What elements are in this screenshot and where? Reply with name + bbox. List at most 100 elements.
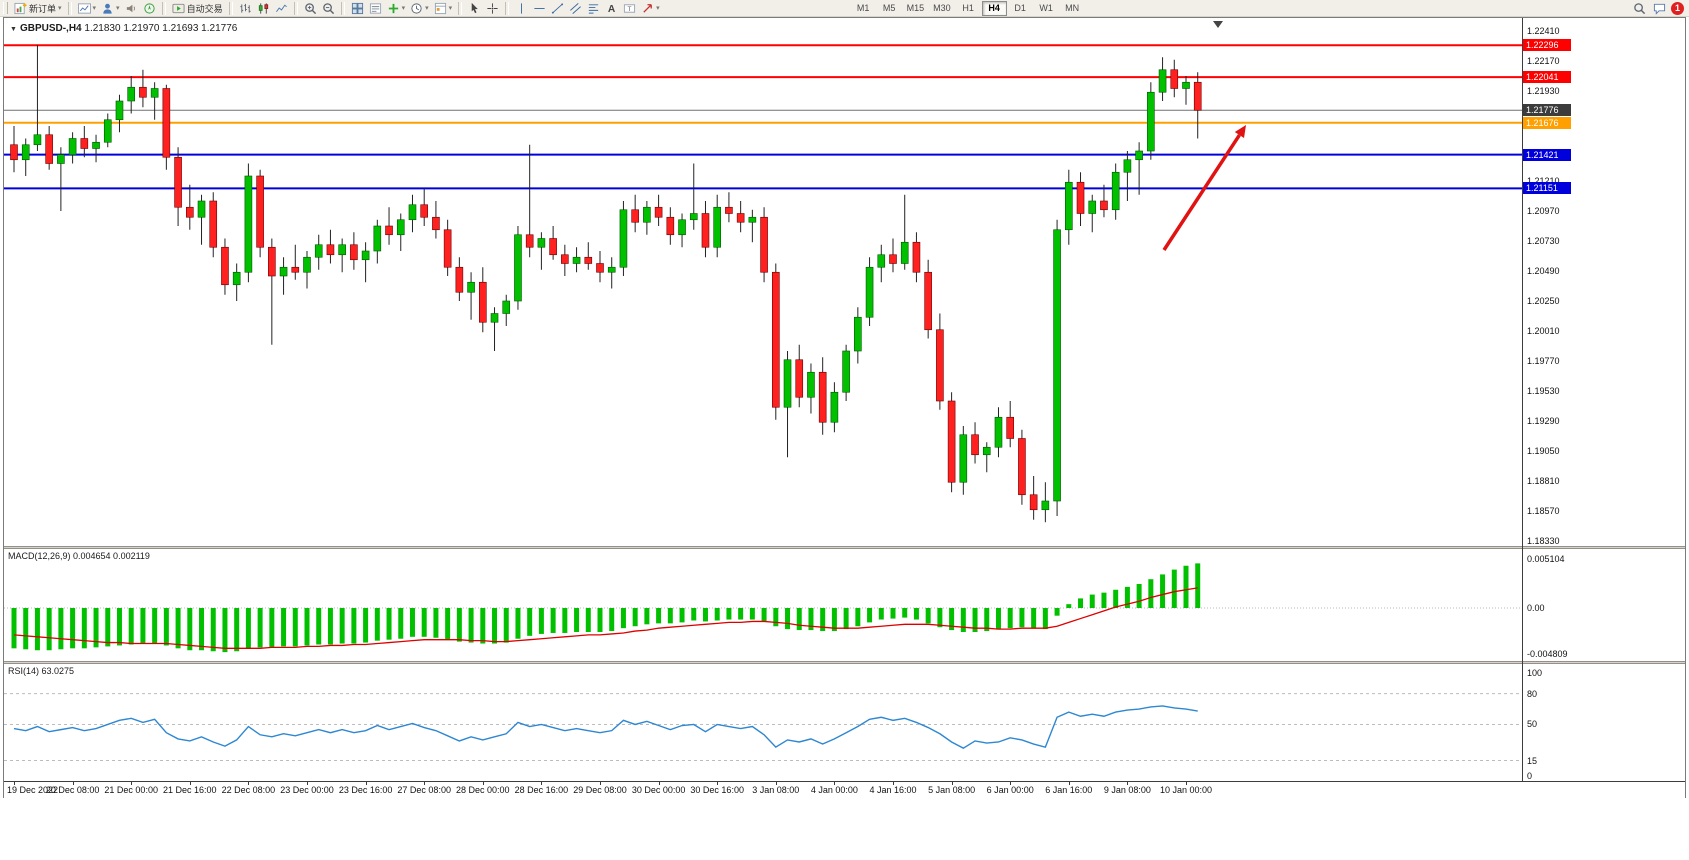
candle <box>1182 76 1190 105</box>
main-toolbar: 新订单 ▾ ▾ ▾ 自动交易 <box>0 0 1689 17</box>
macd-panel-plot[interactable] <box>4 549 1522 661</box>
candle <box>45 126 53 170</box>
notification-badge[interactable]: 1 <box>1671 1 1684 15</box>
crosshair-button[interactable] <box>484 1 501 16</box>
timeframe-m30-button[interactable]: M30 <box>933 2 951 13</box>
candle <box>678 213 686 248</box>
candle <box>525 144 534 258</box>
timeframe-h4-button[interactable]: H4 <box>981 0 1007 16</box>
candle <box>33 44 42 151</box>
candle <box>467 272 475 320</box>
timeframe-h1-button[interactable]: H1 <box>962 2 974 13</box>
price-line-tag[interactable]: 1.21151 <box>1523 182 1571 195</box>
navigator-button[interactable] <box>141 1 158 16</box>
candle <box>80 126 89 158</box>
tile-windows-button[interactable] <box>349 1 366 16</box>
channel-button[interactable] <box>567 1 584 16</box>
candle <box>150 82 159 120</box>
price-line-tag[interactable]: 1.22296 <box>1523 39 1571 52</box>
timeframe-m15-button[interactable]: M15 <box>906 2 925 13</box>
new-chart-button[interactable]: ▾ <box>76 1 99 16</box>
market-watch-button[interactable] <box>123 1 140 16</box>
rsi-line <box>13 705 1198 749</box>
candle <box>994 407 1003 458</box>
search-button[interactable] <box>1631 1 1648 16</box>
timeframe-m1-button[interactable]: M1 <box>856 2 870 13</box>
candle <box>1018 429 1026 505</box>
panel-splitter[interactable] <box>4 661 1685 664</box>
zoom-in-button[interactable] <box>302 1 319 16</box>
time-tick <box>189 782 191 785</box>
timeframe-d1-button[interactable]: D1 <box>1014 2 1026 13</box>
trend-arrow[interactable] <box>1162 125 1246 251</box>
price-axis[interactable]: 1.22410 1.22170 1.21930 1.21210 1.20970 1.207… <box>1522 18 1686 781</box>
time-label: 6 Jan 00:00 <box>986 785 1034 795</box>
candle <box>666 207 675 245</box>
candle <box>57 147 65 211</box>
line-chart-icon <box>275 4 287 12</box>
new-order-icon <box>14 2 27 14</box>
toolbar-separator <box>458 1 463 15</box>
bar-chart-button[interactable] <box>237 1 254 16</box>
timeframe-w1-button[interactable]: W1 <box>1039 2 1053 13</box>
timeframe-toolbar: M1 M5 M15 M30 H1 H4 D1 W1 MN <box>851 0 1085 16</box>
time-label: 22 Dec 08:00 <box>221 785 276 795</box>
chart-shift-marker[interactable] <box>1213 21 1223 28</box>
chevron-down-icon: ▾ <box>425 4 429 12</box>
indicators-button[interactable]: ▾ <box>385 1 408 16</box>
timeframe-m5-button[interactable]: M5 <box>882 2 896 13</box>
fibonacci-button[interactable] <box>585 1 602 16</box>
candle <box>572 247 581 273</box>
line-chart-button[interactable] <box>273 1 290 16</box>
candle <box>982 442 991 473</box>
fibonacci-icon <box>588 3 599 14</box>
text-button[interactable]: A <box>603 1 620 16</box>
candle <box>21 138 30 176</box>
main-chart-plot[interactable] <box>4 18 1522 546</box>
price-tick: 1.18570 <box>1527 506 1560 516</box>
candle <box>889 238 897 273</box>
arrows-button[interactable]: ▾ <box>639 1 662 16</box>
price-line-tag[interactable]: 1.22041 <box>1523 71 1571 84</box>
candle <box>338 238 346 273</box>
symbol-timeframe-label: GBPUSD-,H4 <box>19 23 82 34</box>
periods-button[interactable]: ▾ <box>408 1 431 16</box>
time-tick <box>951 782 953 785</box>
candle <box>912 232 921 283</box>
candle <box>174 147 182 226</box>
candle <box>877 244 886 283</box>
candle <box>900 194 909 270</box>
toolbar-separator <box>505 1 510 15</box>
zoom-out-button[interactable] <box>320 1 337 16</box>
candle <box>92 134 100 163</box>
candle <box>584 242 593 270</box>
time-axis[interactable]: 19 Dec 2022 20 Dec 08:00 21 Dec 00:00 21 De… <box>4 781 1685 798</box>
new-order-button[interactable]: 新订单 ▾ <box>12 1 64 16</box>
horizontal-line-icon <box>534 7 545 9</box>
templates-button[interactable]: ▾ <box>432 1 455 16</box>
search-icon <box>1634 2 1646 14</box>
vertical-line-button[interactable] <box>513 1 530 16</box>
time-label: 30 Dec 00:00 <box>631 785 686 795</box>
profiles-button[interactable]: ▾ <box>99 1 122 16</box>
candle <box>643 201 651 235</box>
candle <box>971 422 979 464</box>
timeframe-mn-button[interactable]: MN <box>1065 2 1080 13</box>
toolbar-grip[interactable] <box>3 2 8 14</box>
trendline-button[interactable] <box>549 1 566 16</box>
cursor-button[interactable] <box>466 1 483 16</box>
text-label-button[interactable]: T <box>621 1 638 16</box>
price-line-tag[interactable]: 1.21776 <box>1523 104 1571 117</box>
candlestick-chart-button[interactable] <box>255 1 272 16</box>
rsi-axis-label: 0 <box>1527 770 1533 781</box>
horizontal-line-button[interactable] <box>531 1 548 16</box>
candle <box>268 238 276 345</box>
autotrading-button[interactable]: 自动交易 <box>170 1 225 16</box>
time-label: 23 Dec 16:00 <box>338 785 393 795</box>
data-window-button[interactable] <box>367 1 384 16</box>
rsi-panel-plot[interactable] <box>4 664 1522 780</box>
price-line-tag[interactable]: 1.21421 <box>1523 148 1571 161</box>
panel-splitter[interactable] <box>4 546 1685 549</box>
chat-button[interactable] <box>1651 1 1668 16</box>
price-line-tag[interactable]: 1.21676 <box>1523 116 1571 129</box>
